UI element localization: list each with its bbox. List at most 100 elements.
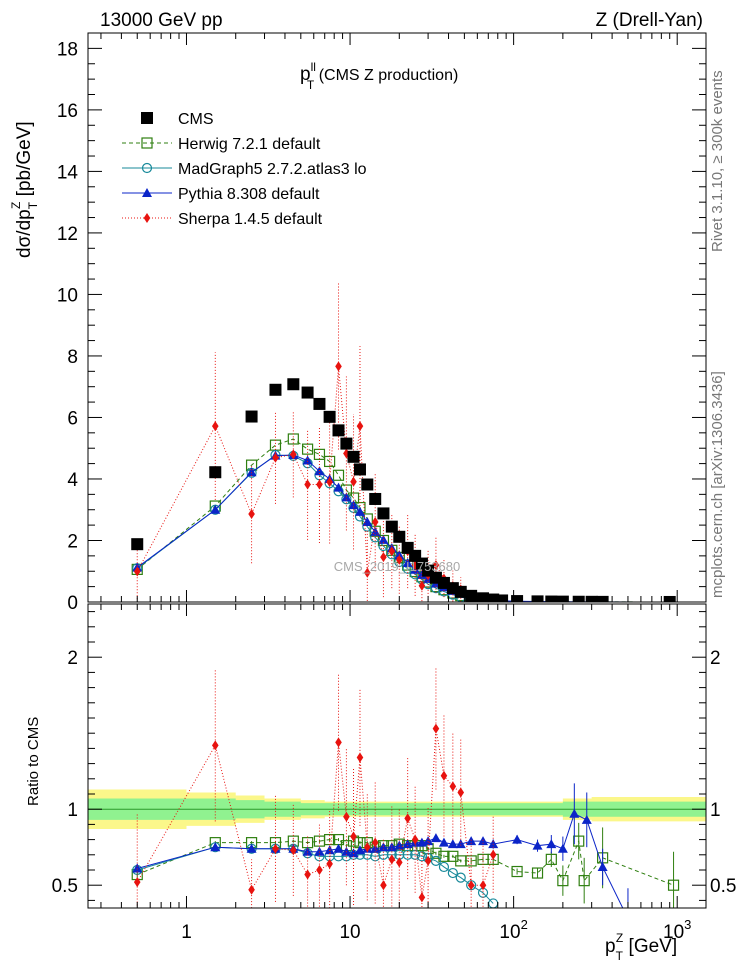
data-point-sherpa-1-4-5-default: [350, 831, 357, 842]
data-point-sherpa-1-4-5-default: [489, 849, 497, 860]
ratio-y-tick-label: 0.5: [52, 876, 78, 897]
data-point-cms: [340, 437, 353, 450]
ratio-y-tick-label-right: 1: [710, 800, 721, 821]
data-point-pythia-8-308-default: [455, 839, 466, 849]
data-point-pythia-8-308-default: [581, 814, 592, 824]
y-tick-label: 14: [57, 162, 79, 183]
data-point-cms: [596, 595, 609, 602]
data-point-herwig-7-2-1-default: [313, 448, 326, 460]
data-point-pythia-8-308-default: [210, 504, 221, 514]
data-point-sherpa-1-4-5-default: [457, 787, 465, 798]
x-tick-label-base: 10: [339, 922, 360, 943]
y-tick-label: 18: [57, 39, 78, 60]
data-point-sherpa-1-4-5-default: [440, 770, 448, 781]
data-point-pythia-8-308-default: [333, 843, 344, 853]
data-point-cms: [353, 463, 366, 476]
data-point-pythia-8-308-default: [402, 839, 413, 849]
data-point-sherpa-1-4-5-default: [272, 452, 279, 463]
legend-label-herwig-7-2-1-default: Herwig 7.2.1 default: [178, 136, 321, 153]
main-plot-axes: 0 2 4 6 8 10 12 14 16 18: [57, 32, 707, 614]
data-point-sherpa-1-4-5-default: [380, 552, 387, 563]
data-point-cms: [313, 397, 326, 410]
series-line-herwig-7-2-1-default: [137, 839, 674, 886]
legend-marker-pythia-8-308-default: [142, 188, 152, 197]
data-point-sherpa-1-4-5-default: [350, 476, 357, 487]
data-point-pythia-8-308-default: [488, 839, 499, 849]
data-point-cms: [347, 450, 360, 463]
data-point-sherpa-1-4-5-default: [371, 517, 379, 528]
legend-entry-sherpa-1-4-5-default: Sherpa 1.4.5 default: [122, 211, 323, 228]
data-point-pythia-8-308-default: [512, 834, 523, 844]
data-point-cms: [487, 593, 500, 602]
data-point-herwig-7-2-1-default: [573, 835, 585, 847]
data-point-pythia-8-308-default: [423, 836, 434, 846]
plot-title-main: p: [300, 64, 311, 85]
data-point-herwig-7-2-1-default: [465, 855, 477, 867]
data-point-sherpa-1-4-5-default: [479, 880, 487, 891]
legend-marker-sherpa-1-4-5-default: [143, 213, 151, 223]
y-axis-label-main: dσ/dp: [14, 209, 35, 258]
y-axis-label-sup: Z: [9, 202, 23, 209]
y-tick-label: 0: [67, 593, 78, 614]
data-point-herwig-7-2-1-default: [332, 469, 345, 481]
data-point-madgraph5-2-7-2-atlas3-lo: [402, 849, 413, 860]
ratio-plot-area: [88, 667, 706, 908]
data-point-sherpa-1-4-5-default: [211, 740, 219, 751]
data-point-sherpa-1-4-5-default: [335, 737, 342, 748]
data-point-madgraph5-2-7-2-atlas3-lo: [447, 867, 458, 879]
data-point-pythia-8-308-default: [370, 843, 381, 853]
data-point-sherpa-1-4-5-default: [364, 842, 371, 853]
legend-entry-pythia-8-308-default: Pythia 8.308 default: [122, 186, 320, 203]
data-point-herwig-7-2-1-default: [578, 875, 590, 887]
data-point-cms: [496, 594, 509, 602]
data-point-herwig-7-2-1-default: [269, 439, 282, 451]
x-tick-label: 10: [339, 922, 360, 943]
x-tick-label-base: 1: [181, 922, 192, 943]
data-point-sherpa-1-4-5-default: [326, 858, 333, 869]
ratio-y-tick-label: 1: [67, 800, 78, 821]
x-tick-label-base: 10: [663, 922, 684, 943]
legend-marker-cms: [141, 112, 153, 124]
data-point-herwig-7-2-1-default: [438, 850, 450, 862]
ratio-y-tick-label-right: 2: [710, 648, 721, 669]
x-axis-label-sup: Z: [616, 931, 623, 945]
data-point-cms: [377, 507, 390, 520]
y-axis-label-sub: T: [26, 201, 40, 209]
plot-title-sub: T: [307, 78, 315, 92]
ratio-frame-border: [87, 603, 707, 909]
data-point-herwig-7-2-1-default: [545, 853, 557, 865]
plot-title-sup: ll: [311, 60, 316, 74]
data-point-sherpa-1-4-5-default: [356, 421, 364, 432]
data-point-pythia-8-308-default: [210, 842, 221, 852]
data-point-pythia-8-308-default: [430, 833, 441, 843]
ratio-y-tick-label-right: 0.5: [710, 876, 736, 897]
data-point-pythia-8-308-default: [333, 482, 344, 492]
data-point-herwig-7-2-1-default: [531, 867, 544, 879]
data-point-sherpa-1-4-5-default: [248, 884, 255, 895]
data-point-cms: [454, 585, 467, 598]
data-point-pythia-8-308-default: [302, 455, 313, 465]
data-point-herwig-7-2-1-default: [667, 879, 680, 891]
data-point-madgraph5-2-7-2-atlas3-lo: [430, 855, 442, 866]
ratio-y-label: Ratio to CMS: [25, 717, 42, 806]
data-point-sherpa-1-4-5-default: [356, 752, 364, 763]
x-tick-label-exponent: 3: [684, 917, 691, 932]
data-point-pythia-8-308-default: [246, 843, 257, 853]
data-point-cms: [477, 592, 490, 602]
data-point-sherpa-1-4-5-default: [133, 566, 141, 577]
data-point-sherpa-1-4-5-default: [467, 880, 475, 891]
data-point-sherpa-1-4-5-default: [335, 361, 342, 372]
data-point-sherpa-1-4-5-default: [424, 855, 432, 866]
y-tick-label: 16: [57, 101, 78, 122]
data-point-herwig-7-2-1-default: [301, 443, 314, 455]
legend-entry-herwig-7-2-1-default: Herwig 7.2.1 default: [122, 136, 321, 153]
y-tick-label: 8: [67, 347, 78, 368]
data-point-pythia-8-308-default: [302, 846, 313, 856]
x-axis-label-main: p: [605, 936, 616, 957]
plot-title: pll T (CMS Z production): [300, 60, 458, 92]
data-point-sherpa-1-4-5-default: [272, 843, 279, 854]
data-point-sherpa-1-4-5-default: [388, 854, 396, 865]
x-tick-label: 103: [663, 917, 691, 943]
legend-label-madgraph5-2-7-2-atlas3-lo: MadGraph5 2.7.2.atlas3 lo: [178, 161, 367, 178]
